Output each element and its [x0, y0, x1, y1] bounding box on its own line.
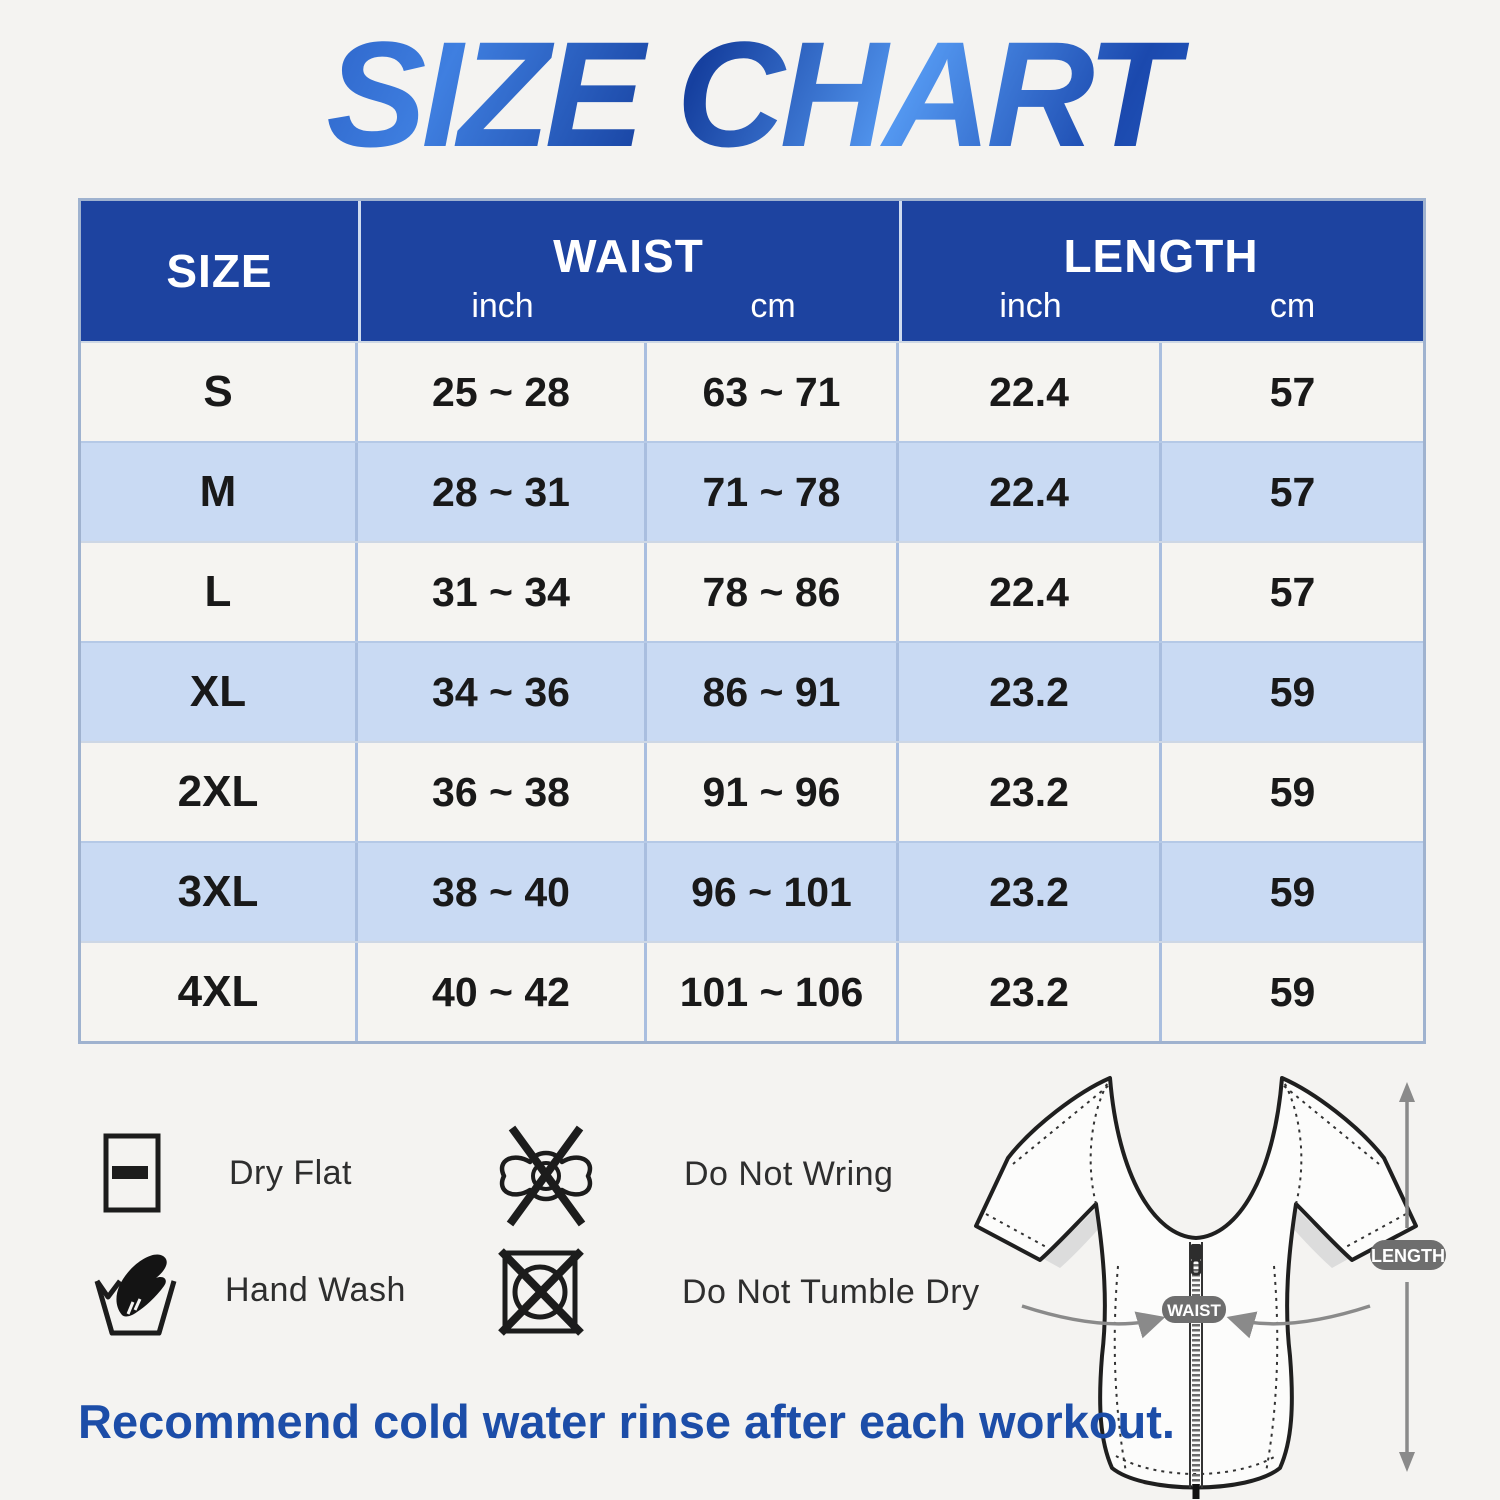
svg-text:LENGTH: LENGTH	[1371, 1246, 1445, 1266]
length-badge: LENGTH	[1370, 1240, 1446, 1270]
footer-note: Recommend cold water rinse after each wo…	[78, 1395, 1175, 1448]
size-label-cell: S	[81, 343, 358, 441]
table-header: SIZE WAIST LENGTH inch cm inch cm	[81, 201, 1423, 341]
measurement-cell: 57	[1269, 368, 1316, 415]
header-length: LENGTH	[1063, 230, 1259, 282]
measurement-cell: 23.2	[899, 843, 1162, 941]
svg-text:WAIST: WAIST	[1167, 1301, 1221, 1320]
measurement-cell: 59	[1269, 768, 1316, 815]
measurement-cell: 31 ~ 34	[358, 543, 647, 641]
size-label-cell: XL	[81, 643, 358, 741]
table-row-M: M 28 ~ 31 71 ~ 78 22.4 57	[81, 441, 1423, 541]
measurement-cell: 96 ~ 101	[647, 843, 899, 941]
waist-arrows	[1021, 1304, 1371, 1339]
header-divider	[899, 201, 902, 341]
measurement-cell: 23.2	[899, 943, 1162, 1041]
header-length-inch: inch	[999, 287, 1062, 325]
measurement-cell: 59	[1269, 968, 1316, 1015]
size-label-cell: 3XL	[81, 843, 358, 941]
waist-badge: WAIST	[1162, 1296, 1226, 1323]
measurement-cell: 28 ~ 31	[358, 443, 647, 541]
measurement-cell: 23.2	[899, 743, 1162, 841]
care-item-do-not-wring: Do Not Wring	[492, 1112, 893, 1237]
size-label-cell: L	[81, 543, 358, 641]
measurement-cell: 86 ~ 91	[647, 643, 899, 741]
garment-diagram: WAIST LENGTH	[974, 1076, 1446, 1499]
table-row-4XL: 4XL 40 ~ 42 101 ~ 106 23.2 59	[81, 941, 1423, 1041]
table-body: S 25 ~ 28 63 ~ 71 22.4 57 M 28 ~ 31 71 ~ 78 22.4…	[81, 341, 1423, 1041]
header-length-cm: cm	[1269, 287, 1316, 325]
header-waist-inch: inch	[471, 287, 534, 325]
measurement-cell: 23.2	[899, 643, 1162, 741]
measurement-cell: 78 ~ 86	[647, 543, 899, 641]
table-row-XL: XL 34 ~ 36 86 ~ 91 23.2 59	[81, 641, 1423, 741]
zipper	[1189, 1242, 1203, 1499]
header-waist-cm: cm	[750, 287, 796, 325]
do-not-wring-icon	[499, 1125, 593, 1226]
header-size: SIZE	[166, 245, 273, 297]
size-label-cell: 2XL	[81, 743, 358, 841]
size-label-cell: M	[81, 443, 358, 541]
size-chart-table: SIZE WAIST LENGTH inch cm inch cm S 25 ~ …	[78, 198, 1426, 1044]
care-label: Dry Flat	[229, 1153, 352, 1192]
table-row-3XL: 3XL 38 ~ 40 96 ~ 101 23.2 59	[81, 841, 1423, 941]
measurement-cell: 22.4	[899, 343, 1162, 441]
page-title: SIZE CHART	[0, 15, 1500, 174]
care-label: Hand Wash	[225, 1271, 406, 1309]
do-not-tumble-dry-icon	[498, 1248, 584, 1336]
measurement-cell: 101 ~ 106	[647, 943, 899, 1041]
measurement-cell: 63 ~ 71	[647, 343, 899, 441]
table-row-L: L 31 ~ 34 78 ~ 86 22.4 57	[81, 541, 1423, 641]
header-waist: WAIST	[553, 230, 704, 282]
measurement-cell: 71 ~ 78	[647, 443, 899, 541]
measurement-cell: 57	[1269, 468, 1316, 515]
measurement-cell: 34 ~ 36	[358, 643, 647, 741]
measurement-cell: 25 ~ 28	[358, 343, 647, 441]
care-item-do-not-tumble-dry: Do Not Tumble Dry	[496, 1246, 980, 1338]
care-item-hand-wash: Hand Wash	[92, 1243, 406, 1338]
care-item-dry-flat: Dry Flat	[103, 1128, 352, 1218]
hand-wash-icon	[94, 1254, 177, 1336]
measurement-cell: 91 ~ 96	[647, 743, 899, 841]
measurement-cell: 22.4	[899, 443, 1162, 541]
size-label-cell: 4XL	[81, 943, 358, 1041]
care-label: Do Not Wring	[684, 1155, 894, 1193]
measurement-cell: 22.4	[899, 543, 1162, 641]
length-arrow	[1399, 1082, 1415, 1472]
header-divider	[358, 201, 361, 341]
table-row-2XL: 2XL 36 ~ 38 91 ~ 96 23.2 59	[81, 741, 1423, 841]
garment-outline	[974, 1076, 1418, 1490]
measurement-cell: 59	[1269, 668, 1316, 715]
measurement-cell: 38 ~ 40	[358, 843, 647, 941]
measurement-cell: 59	[1269, 868, 1316, 915]
garment-shading	[1042, 1206, 1110, 1268]
measurement-cell: 36 ~ 38	[358, 743, 647, 841]
measurement-cell: 40 ~ 42	[358, 943, 647, 1041]
dry-flat-icon	[103, 1133, 161, 1213]
garment-shading	[1282, 1206, 1350, 1268]
measurement-cell: 57	[1269, 568, 1316, 615]
table-row-S: S 25 ~ 28 63 ~ 71 22.4 57	[81, 341, 1423, 441]
care-label: Do Not Tumble Dry	[682, 1272, 980, 1311]
